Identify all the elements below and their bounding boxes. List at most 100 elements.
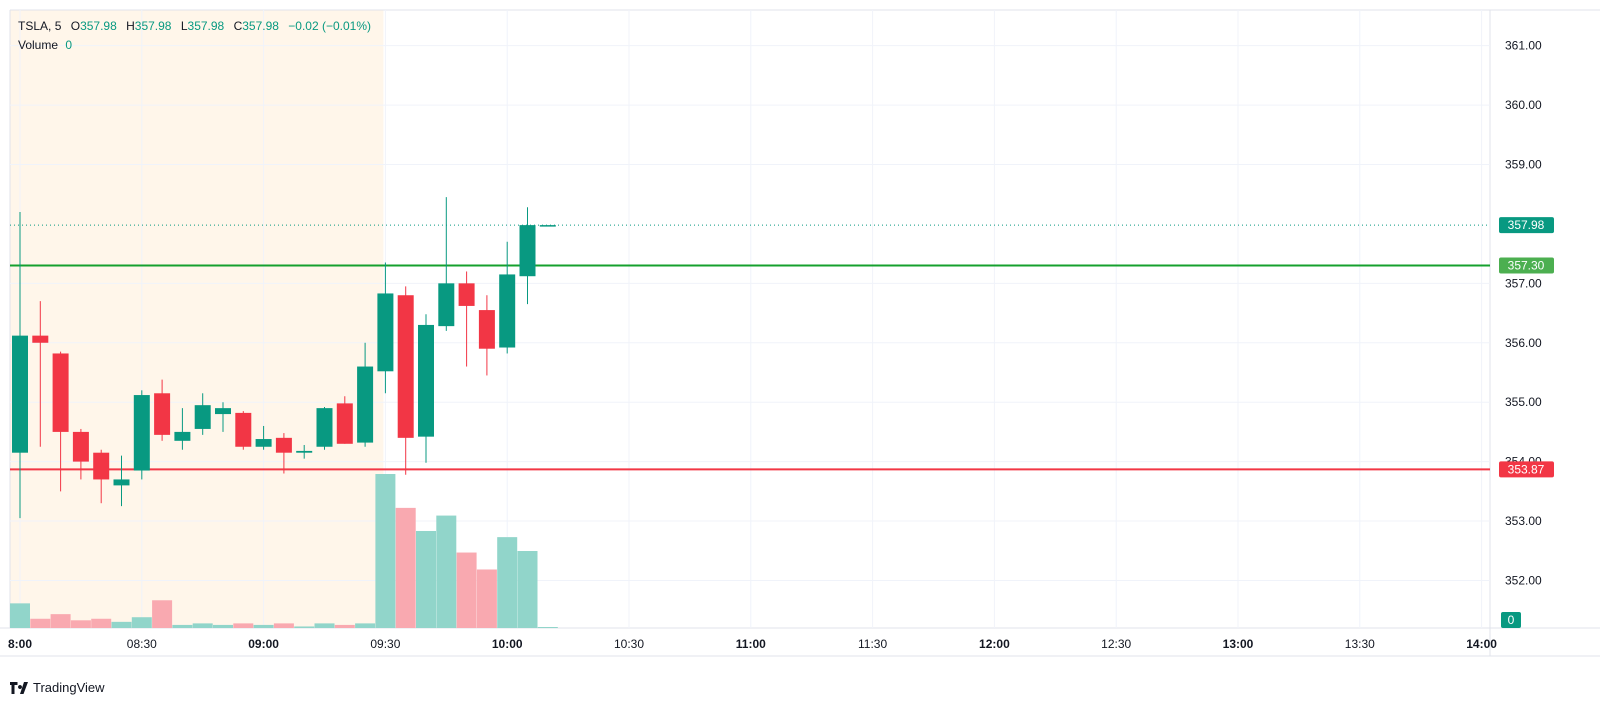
volume-bar: [273, 623, 294, 628]
candle-body: [12, 335, 28, 453]
candle-body: [357, 366, 374, 443]
last-price-label: 357.98: [1508, 218, 1545, 232]
volume-bar: [314, 623, 335, 628]
volume-bar: [517, 551, 538, 628]
high-key: H: [126, 19, 135, 33]
volume-value: 0: [65, 38, 73, 52]
high-value: 357.98: [134, 19, 172, 33]
volume-bar: [192, 623, 213, 628]
interval-value[interactable]: 5: [54, 19, 62, 33]
volume-badge: [1501, 612, 1521, 628]
volume-bar: [334, 624, 355, 628]
time-tick-label: 08:30: [127, 637, 157, 651]
candle-body: [194, 405, 211, 429]
candle-body: [377, 293, 394, 372]
volume-bar: [70, 620, 91, 628]
price-tick-label: 360.00: [1505, 98, 1542, 112]
candle-body: [32, 335, 49, 343]
volume-bar: [253, 624, 274, 628]
volume-bar: [294, 626, 315, 628]
symbol-name[interactable]: TSLA: [18, 19, 49, 33]
close-key: C: [233, 19, 243, 33]
support-price-label: 353.87: [1508, 462, 1545, 476]
volume-bar: [91, 618, 112, 628]
volume-bar: [416, 530, 436, 628]
time-tick-label: 10:00: [492, 637, 523, 651]
resistance-price-label: 357.30: [1508, 259, 1545, 273]
volume-bar: [30, 618, 51, 628]
change-value: −0.02 (−0.01%): [288, 19, 372, 33]
volume-bar: [10, 603, 30, 628]
open-value: 357.98: [80, 19, 117, 33]
time-tick-label: 10:30: [614, 637, 644, 651]
candle-body: [458, 283, 475, 306]
candle-body: [154, 393, 171, 435]
volume-row: Volume 0: [18, 36, 371, 55]
candle-body: [113, 479, 130, 486]
candle-body: [235, 412, 252, 447]
time-tick-label: 11:00: [736, 637, 766, 651]
time-tick-label: 13:30: [1345, 637, 1375, 651]
ohlc-row: TSLA, 5 O357.98 H357.98 L357.98 C357.98 …: [18, 19, 372, 33]
volume-key[interactable]: Volume: [18, 38, 59, 52]
candle-body: [215, 408, 231, 415]
candle-body: [255, 439, 272, 447]
tradingview-icon: [10, 681, 28, 694]
volume-bar: [131, 617, 152, 628]
time-tick-label: 09:00: [248, 637, 279, 651]
price-tick-label: 355.00: [1505, 395, 1542, 409]
candle-body: [499, 274, 516, 348]
volume-bar: [436, 515, 457, 628]
candle-body: [93, 452, 110, 480]
premarket-shading: [10, 10, 384, 628]
candle-body: [296, 450, 313, 453]
symbol-legend: TSLA, 5 O357.98 H357.98 L357.98 C357.98 …: [18, 17, 371, 55]
resistance-price-badge: [1499, 257, 1554, 274]
candle-body: [336, 403, 353, 444]
volume-bar: [233, 623, 254, 628]
tradingview-logo[interactable]: TradingView: [10, 680, 105, 695]
volume-bar: [375, 474, 396, 628]
time-tick-label: 12:30: [1101, 637, 1131, 651]
low-value: 357.98: [187, 19, 225, 33]
support-price-badge: [1499, 461, 1554, 478]
time-tick-label: 8:00: [8, 637, 32, 651]
volume-bar: [537, 627, 558, 628]
volume-bar: [497, 537, 518, 628]
volume-bar: [355, 623, 376, 628]
candle-body: [52, 353, 69, 432]
candle-body: [275, 437, 292, 453]
price-tick-label: 357.00: [1505, 276, 1542, 290]
open-key: O: [70, 19, 81, 33]
time-tick-label: 12:00: [979, 637, 1010, 651]
price-tick-label: 352.00: [1505, 573, 1542, 587]
candle-body: [133, 395, 150, 471]
candle-body: [418, 324, 434, 437]
candle-body: [438, 283, 455, 327]
volume-bar: [172, 624, 193, 628]
volume-bar: [476, 569, 497, 628]
low-key: L: [180, 19, 188, 33]
price-tick-label: 359.00: [1505, 158, 1542, 172]
price-tick-label: 353.00: [1505, 514, 1542, 528]
candle-body: [397, 295, 414, 438]
volume-bar: [152, 600, 173, 628]
volume-badge-label: 0: [1508, 613, 1515, 627]
volume-bar: [395, 507, 416, 628]
volume-bar: [213, 624, 233, 628]
time-tick-label: 13:00: [1223, 637, 1254, 651]
price-tick-label: 361.00: [1505, 39, 1542, 53]
time-tick-label: 09:30: [370, 637, 400, 651]
candle-body: [174, 431, 191, 441]
candle-body: [316, 408, 333, 447]
volume-bar: [50, 614, 71, 628]
candle-body: [519, 225, 536, 277]
last-price-badge: [1499, 217, 1554, 234]
price-tick-label: 356.00: [1505, 336, 1542, 350]
close-value: 357.98: [242, 19, 279, 33]
candle-body: [539, 225, 556, 227]
brand-name: TradingView: [33, 680, 105, 695]
candle-body: [72, 431, 89, 462]
time-tick-label: 11:30: [858, 637, 887, 651]
